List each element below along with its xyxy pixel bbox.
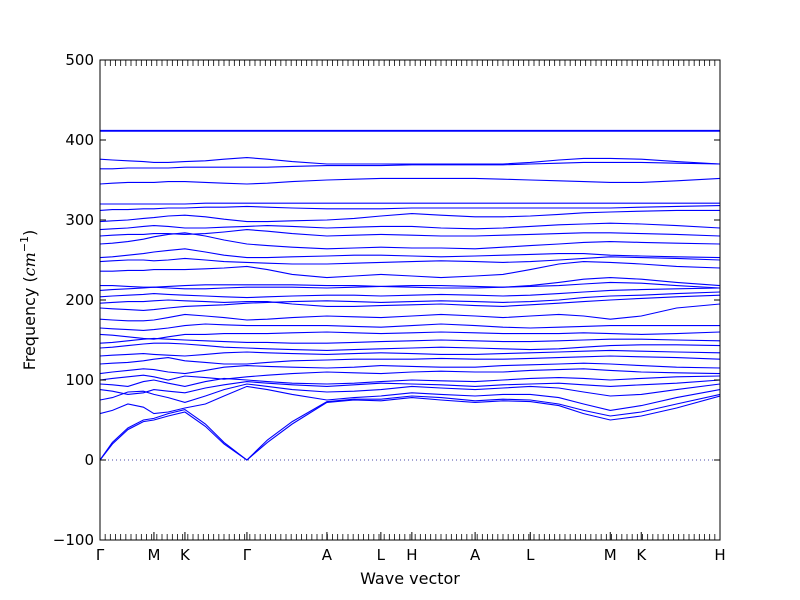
band-line-5 <box>100 379 720 395</box>
x-tick-label: H <box>714 546 725 564</box>
band-line-27 <box>100 209 720 223</box>
y-tick-label: 300 <box>65 211 94 229</box>
x-tick-label: H <box>406 546 417 564</box>
y-axis-label-prefix: Frequency ( <box>20 276 39 370</box>
plot-frame <box>99 59 721 541</box>
x-tick-label: Γ <box>243 546 252 564</box>
band-line-26 <box>100 222 720 231</box>
band-line-10 <box>100 349 720 357</box>
y-axis-label-unit: cm <box>20 252 39 276</box>
band-line-6 <box>100 375 720 387</box>
band-line-18 <box>100 287 720 299</box>
band-line-23 <box>100 248 720 259</box>
band-line-15 <box>100 303 720 322</box>
band-line-14 <box>100 323 720 331</box>
band-line-32 <box>100 157 720 165</box>
x-tick-label: M <box>604 546 617 564</box>
band-line-16 <box>100 291 720 311</box>
x-tick-label: L <box>377 546 386 564</box>
x-tick-label: K <box>636 546 647 564</box>
y-tick-label: 500 <box>65 51 94 69</box>
band-line-1 <box>100 395 720 461</box>
band-line-2 <box>100 393 720 461</box>
band-line-3 <box>100 385 720 415</box>
y-tick-label: 400 <box>65 131 94 149</box>
band-line-4 <box>100 383 720 403</box>
band-line-11 <box>100 342 720 351</box>
band-line-31 <box>100 161 720 170</box>
x-tick-label: L <box>526 546 535 564</box>
y-tick-label: 0 <box>84 451 94 469</box>
band-line-22 <box>100 256 720 265</box>
band-line-8 <box>100 362 720 375</box>
y-tick-label: 100 <box>65 371 94 389</box>
plot-area <box>100 129 720 461</box>
y-tick-label: −100 <box>53 531 94 549</box>
band-line-25 <box>100 229 720 237</box>
band-line-13 <box>100 331 720 340</box>
y-tick-label: 200 <box>65 291 94 309</box>
band-line-7 <box>100 368 720 381</box>
band-line-30 <box>100 177 720 185</box>
band-line-17 <box>100 294 720 307</box>
y-axis-label: Frequency (cm−1) <box>18 230 39 371</box>
band-line-29 <box>100 202 720 205</box>
x-tick-label: A <box>322 546 333 564</box>
band-lines <box>100 129 720 461</box>
band-line-20 <box>100 277 720 288</box>
band-line-28 <box>100 205 720 211</box>
x-tick-label: K <box>180 546 191 564</box>
x-axis-label: Wave vector <box>360 569 460 588</box>
x-tick-label: M <box>147 546 160 564</box>
y-axis-label-suffix: ) <box>20 230 39 236</box>
y-axis-label-exponent: −1 <box>18 236 31 252</box>
band-line-21 <box>100 261 720 279</box>
band-line-9 <box>100 355 720 365</box>
x-tick-label: Γ <box>96 546 105 564</box>
band-line-24 <box>100 232 720 250</box>
x-tick-label: A <box>470 546 481 564</box>
y-axis: −100 0 100 200 300 400 500 <box>53 51 720 549</box>
